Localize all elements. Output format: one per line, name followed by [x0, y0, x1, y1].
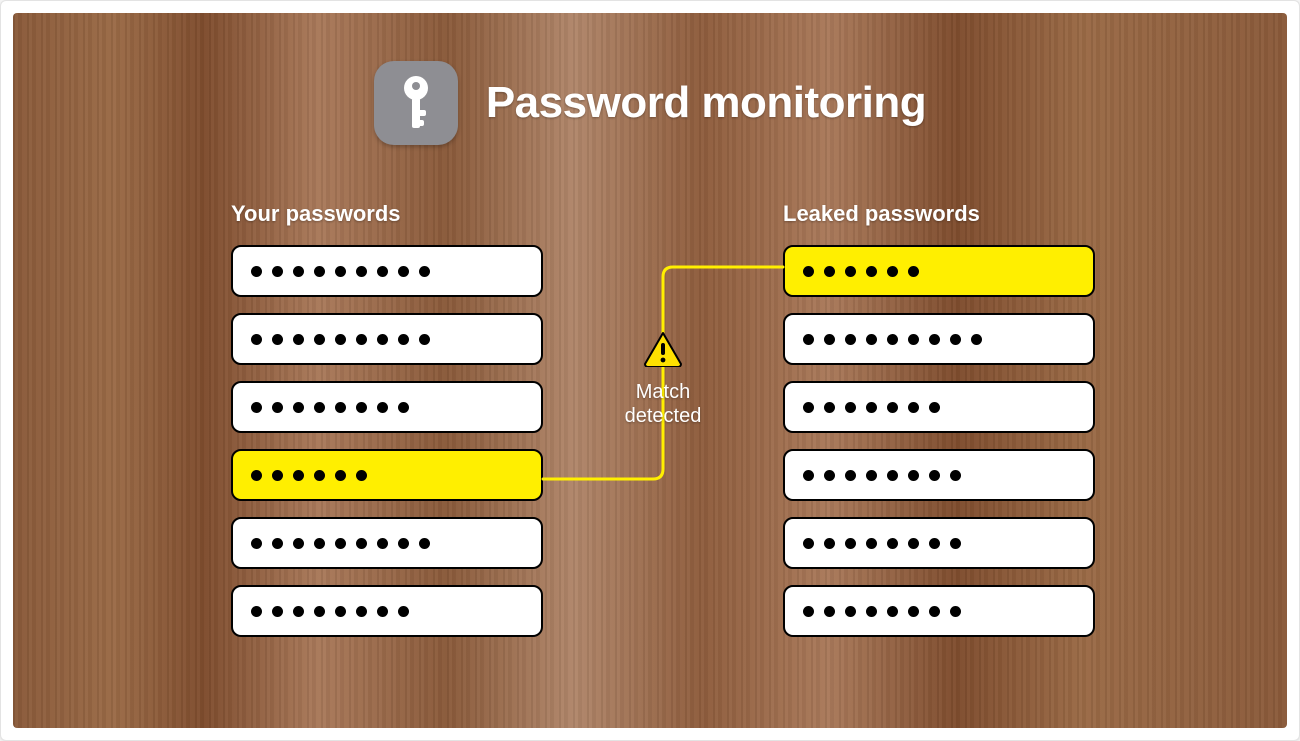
match-callout: Match detected [593, 331, 733, 428]
password-item [231, 517, 543, 569]
password-item [783, 449, 1095, 501]
leaked-passwords-list [783, 245, 1095, 637]
password-item [231, 381, 543, 433]
your-passwords-heading: Your passwords [231, 201, 543, 227]
your-passwords-list [231, 245, 543, 637]
password-item [231, 313, 543, 365]
match-label: Match detected [625, 380, 702, 428]
warning-icon [643, 331, 683, 372]
your-passwords-column: Your passwords [231, 201, 543, 653]
password-item [783, 517, 1095, 569]
key-icon [374, 61, 458, 145]
password-item [783, 245, 1095, 297]
password-item [231, 245, 543, 297]
header: Password monitoring [13, 61, 1287, 145]
leaked-passwords-column: Leaked passwords [783, 201, 1095, 653]
password-item [231, 585, 543, 637]
stage: Password monitoring Your passwords Leake… [13, 13, 1287, 728]
leaked-passwords-heading: Leaked passwords [783, 201, 1095, 227]
password-item [231, 449, 543, 501]
password-item [783, 313, 1095, 365]
password-item [783, 381, 1095, 433]
outer-frame: Password monitoring Your passwords Leake… [0, 0, 1300, 741]
password-item [783, 585, 1095, 637]
page-title: Password monitoring [486, 78, 926, 128]
